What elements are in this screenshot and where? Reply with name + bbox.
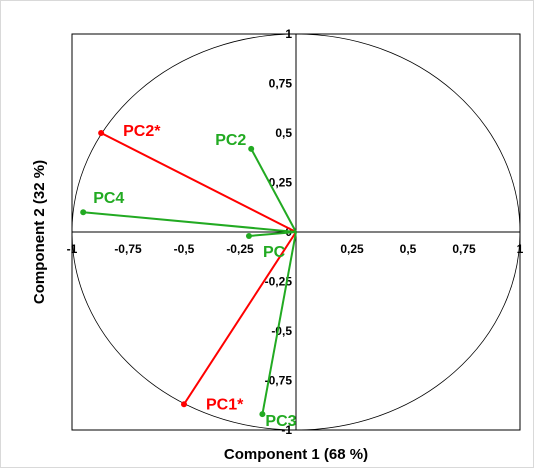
vector-point — [245, 232, 252, 239]
vector-line — [250, 148, 297, 233]
vector-point — [248, 145, 255, 152]
y-tick-label: -0,75 — [265, 374, 293, 388]
point-label: PC3 — [265, 413, 296, 430]
x-tick-label: -1 — [67, 242, 78, 256]
point-label: PC4 — [93, 190, 124, 207]
x-tick-label: -0,5 — [174, 242, 195, 256]
y-axis-title: Component 2 (32 %) — [31, 160, 48, 304]
x-tick-label: 0,75 — [452, 242, 476, 256]
point-label: PC — [263, 244, 286, 261]
x-tick-label: 0,5 — [400, 242, 417, 256]
vector-line — [183, 231, 297, 405]
y-tick-label: -1 — [281, 423, 292, 437]
y-tick-label: 0,25 — [269, 176, 293, 190]
vector-point — [181, 401, 187, 408]
point-label: PC2* — [123, 123, 161, 140]
vector-point — [259, 411, 266, 418]
loading-vectors: PC2* PC1* PC2 PC4 PC PC3 — [80, 123, 297, 430]
vector-line — [100, 132, 297, 233]
x-tick-label: -0,25 — [226, 242, 254, 256]
y-tick-label: 1 — [285, 27, 292, 41]
x-axis-title: Component 1 (68 %) — [224, 446, 368, 463]
x-tick-label: 0,25 — [340, 242, 364, 256]
y-tick-label: 0,75 — [269, 77, 293, 91]
y-tick-label: -0,5 — [271, 324, 292, 338]
y-tick-label: 0,5 — [275, 126, 292, 140]
x-tick-label: -0,75 — [114, 242, 142, 256]
vector-line — [248, 231, 297, 237]
x-tick-label: 1 — [517, 242, 524, 256]
x-tick-labels: -1 -0,75 -0,5 -0,25 0,25 0,5 0,75 1 — [67, 242, 524, 256]
vector-point — [80, 209, 87, 216]
vector-point — [98, 130, 105, 136]
vector-line — [83, 211, 297, 233]
point-label: PC1* — [206, 396, 244, 413]
y-tick-labels: 10,750,50,250-0,25-0,5-0,75-1 — [265, 27, 293, 437]
vector-line — [261, 231, 297, 415]
point-label: PC2 — [215, 132, 246, 149]
